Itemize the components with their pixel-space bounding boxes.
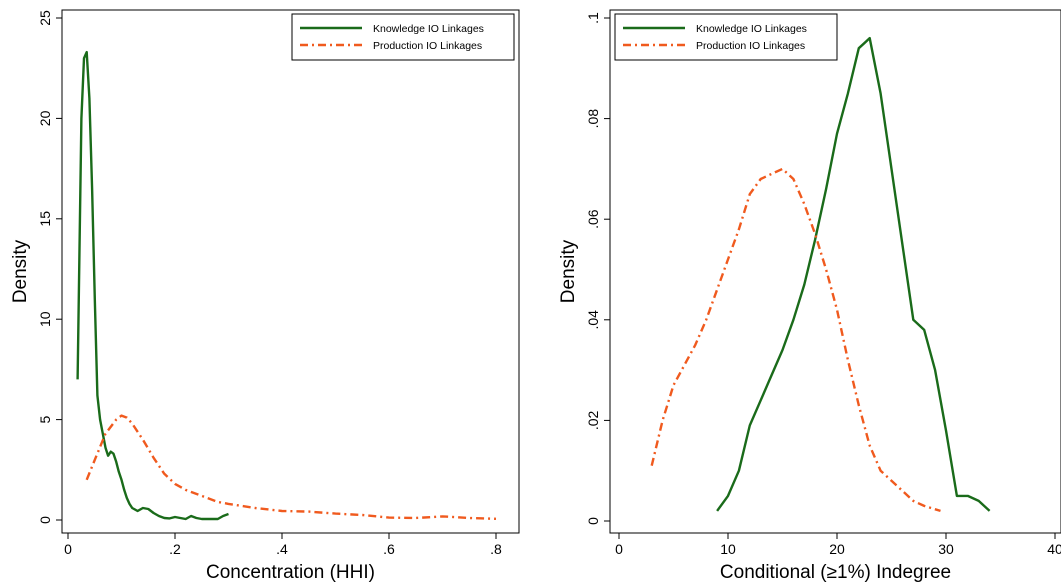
x-tick-label: 0: [615, 541, 623, 557]
x-tick-label: .4: [276, 541, 288, 557]
y-axis-title: Density: [10, 239, 31, 303]
x-tick-label: 10: [720, 541, 736, 557]
legend-label: Production IO Linkages: [373, 40, 482, 52]
y-tick-label: 0: [585, 517, 601, 525]
y-tick-label: .08: [585, 109, 601, 129]
y-tick-label: .06: [585, 209, 601, 229]
series-line-knowledge: [716, 36, 991, 512]
y-tick-label: .02: [585, 410, 601, 430]
x-axis-title: Concentration (HHI): [206, 562, 375, 583]
legend-box: [291, 13, 515, 61]
x-axis-title: Conditional (≥1%) Indegree: [720, 562, 951, 583]
y-tick-label: 0: [37, 516, 53, 524]
y-axis-title: Density: [558, 239, 579, 303]
legend-box: [614, 13, 838, 61]
x-tick-label: 40: [1047, 541, 1061, 557]
x-tick-label: 20: [829, 541, 845, 557]
x-tick-label: 30: [938, 541, 954, 557]
x-tick-label: 0: [64, 541, 72, 557]
y-tick-label: .04: [585, 310, 601, 330]
left-chart-panel: 0 5 10 15 20 25 0 .2 .4 .6 .8 Concentration (HHI) De…: [10, 9, 520, 583]
legend-label: Knowledge IO Linkages: [373, 23, 484, 35]
y-tick-label: .1: [585, 12, 601, 24]
x-tick-label: .2: [169, 541, 181, 557]
y-tick-label: 25: [37, 10, 53, 26]
series-line-knowledge: [76, 50, 229, 521]
legend-label: Knowledge IO Linkages: [696, 23, 807, 35]
legend-label: Production IO Linkages: [696, 40, 805, 52]
y-tick-label: 5: [37, 415, 53, 423]
series-line-production: [650, 167, 941, 513]
series-line-production: [85, 414, 497, 520]
plot-frame: [609, 9, 1061, 534]
y-tick-label: 10: [37, 311, 53, 327]
right-chart-panel: 0 .02 .04 .06 .08 .1 0 10 20 30 40 Conditional (≥1%…: [558, 9, 1061, 583]
x-tick-label: .8: [490, 541, 502, 557]
y-tick-label: 20: [37, 110, 53, 126]
plot-frame: [61, 9, 520, 534]
x-tick-label: .6: [383, 541, 395, 557]
y-tick-label: 15: [37, 211, 53, 227]
